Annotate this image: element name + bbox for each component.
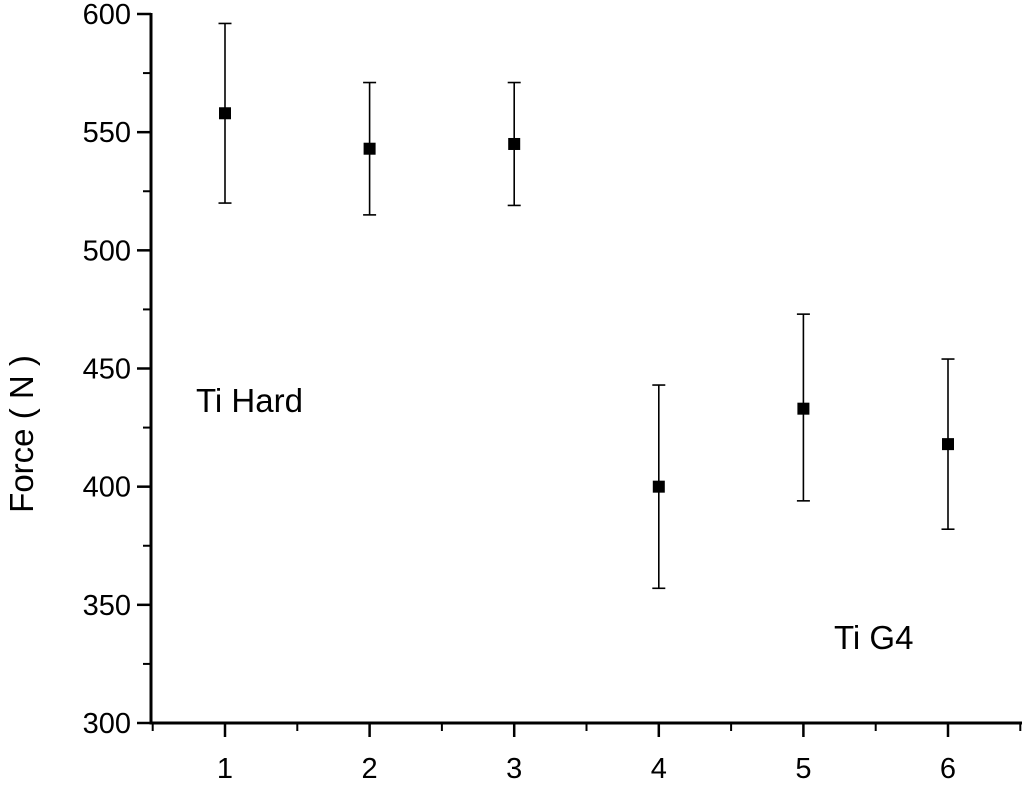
y-tick-label: 600 <box>83 0 131 31</box>
data-point-marker <box>363 142 376 155</box>
y-tick-label: 450 <box>83 354 131 386</box>
error-bars <box>218 22 955 590</box>
data-point-marker <box>652 480 665 493</box>
annotation-ti-g4: Ti G4 <box>834 619 913 656</box>
x-tick-label: 4 <box>651 753 667 785</box>
data-point-marker <box>942 438 954 451</box>
data-point-marker <box>219 107 231 120</box>
x-tick-label: 5 <box>795 753 811 785</box>
y-tick-label: 400 <box>83 472 131 504</box>
axes <box>149 13 1022 725</box>
y-ticks: 300 350 400 450 500 550 600 <box>83 0 151 740</box>
x-tick-label: 6 <box>940 753 956 785</box>
x-tick-label: 1 <box>217 753 233 785</box>
x-tick-label: 2 <box>362 753 378 785</box>
y-axis-title: Force ( N ) <box>3 355 40 513</box>
annotation-ti-hard: Ti Hard <box>196 382 303 419</box>
data-markers <box>219 107 954 493</box>
x-tick-label: 3 <box>506 753 522 785</box>
data-point-marker <box>508 137 521 150</box>
y-tick-label: 500 <box>83 235 131 267</box>
y-tick-label: 350 <box>83 590 131 622</box>
y-tick-label: 550 <box>83 117 131 149</box>
y-tick-label: 300 <box>83 708 131 740</box>
data-point-marker <box>797 402 810 415</box>
x-ticks: 1 2 3 4 5 6 <box>151 723 1022 785</box>
